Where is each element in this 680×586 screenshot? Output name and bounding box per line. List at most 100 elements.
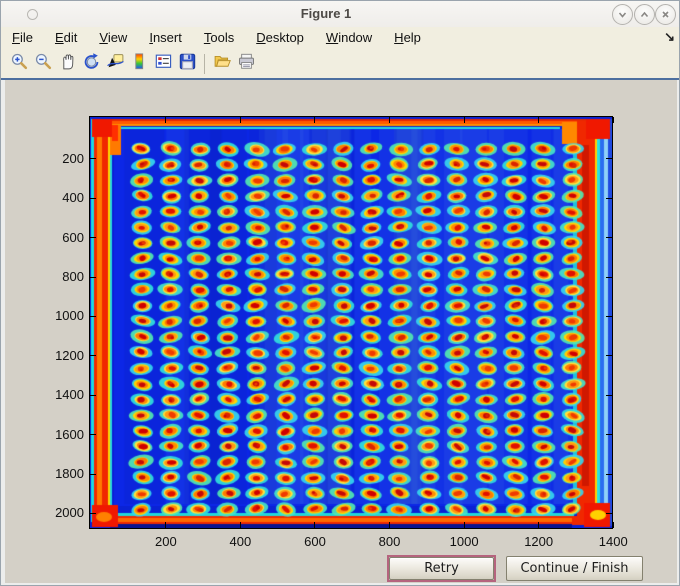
print-figure-icon [237,52,256,76]
chevron-up-icon [639,9,650,20]
y-tick [90,434,96,436]
title-bar: Figure 1 [1,1,679,28]
y-tick [90,473,96,475]
y-tick [90,158,96,160]
menu-item-insert[interactable]: Insert [149,30,182,45]
y-tick-right [606,237,612,239]
dock-arrow-icon: ↘ [664,29,675,44]
y-tick-label: 400 [62,190,84,206]
x-tick-top [239,117,241,123]
menu-item-edit[interactable]: Edit [54,30,78,45]
y-tick [90,512,96,514]
y-tick-right [606,434,612,436]
pan-icon [58,52,77,76]
y-tick-label: 800 [62,269,84,285]
figure-toolbar [1,49,679,78]
toolbar-button-insert-colorbar[interactable] [127,52,151,76]
continue-finish-button[interactable]: Continue / Finish [506,556,643,581]
toolbar-button-data-cursor[interactable] [103,52,127,76]
y-tick-right [606,158,612,160]
y-tick [90,315,96,317]
maximize-button[interactable] [633,4,655,25]
zoom-out-icon [34,52,53,76]
x-tick-label: 1200 [524,534,554,549]
y-tick-label: 600 [62,229,84,245]
open-file-icon [213,52,232,76]
y-tick-right [606,355,612,357]
close-button[interactable] [655,4,676,25]
x-tick-top [389,117,391,123]
x-tick [239,522,241,528]
x-tick-label: 400 [229,534,252,549]
toolbar-button-pan[interactable] [55,52,79,76]
y-tick-label: 1200 [55,347,84,363]
x-tick-label: 1400 [598,534,628,549]
y-tick [90,394,96,396]
menu-bar: File Edit View Insert Tools Desktop Window Help… [1,27,679,50]
toolbar-button-zoom-in[interactable] [7,52,31,76]
retry-button-focus-ring: Retry [387,555,496,582]
x-tick-top [314,117,316,123]
x-tick-label: 200 [155,534,177,549]
toolbar-button-save-figure[interactable] [175,52,199,76]
x-tick-label: 600 [304,534,326,549]
toolbar-button-print-figure[interactable] [234,52,258,76]
minimize-button[interactable] [612,4,633,25]
insert-colorbar-icon [130,52,149,76]
menu-item-view[interactable]: View [99,30,128,45]
window-title: Figure 1 [300,6,352,21]
menu-item-help[interactable]: Help [394,30,421,45]
menu-item-file[interactable]: File [12,30,33,45]
y-tick-label: 200 [62,150,84,166]
window-menu-button[interactable] [27,9,38,20]
toolbar-button-rotate-3d[interactable] [79,52,103,76]
y-tick-right [606,473,612,475]
y-tick-right [606,197,612,199]
y-tick-label: 1000 [55,308,84,324]
x-tick [463,522,465,528]
y-tick [90,237,96,239]
y-tick-label: 1800 [55,466,84,481]
x-tick [389,522,391,528]
x-tick-label: 800 [378,534,401,549]
menu-item-window[interactable]: Window [325,30,373,45]
rotate-3d-icon [82,52,101,76]
zoom-in-icon [10,52,29,76]
save-figure-icon [178,52,197,76]
y-tick-right [606,394,612,396]
toolbar-button-open-file[interactable] [210,52,234,76]
y-tick [90,355,96,357]
dock-figure-button[interactable]: ↘ [664,27,675,49]
x-tick [314,522,316,528]
y-tick-right [606,276,612,278]
retry-button[interactable]: Retry [389,557,494,580]
toolbar-separator-line [1,78,679,80]
chevron-down-icon [617,9,628,20]
x-tick-top [538,117,540,123]
y-tick-label: 1600 [55,426,84,442]
microarray-image[interactable] [90,117,612,528]
x-tick [612,522,614,528]
y-tick-label: 1400 [55,387,84,403]
y-tick-right [606,512,612,514]
toolbar-separator [204,53,205,74]
x-tick-label: 1000 [449,534,479,549]
x-tick [165,522,167,528]
x-tick-top [165,117,167,123]
y-tick [90,197,96,199]
x-tick-top [612,117,614,123]
data-cursor-icon [106,52,125,76]
menu-item-desktop[interactable]: Desktop [256,30,304,45]
toolbar-button-zoom-out[interactable] [31,52,55,76]
menu-item-tools[interactable]: Tools [203,30,235,45]
y-tick-right [606,315,612,317]
toolbar-button-insert-legend[interactable] [151,52,175,76]
insert-legend-icon [154,52,173,76]
menu-items: File Edit View Insert Tools Desktop Window Help [1,27,432,49]
y-tick [90,276,96,278]
close-icon [660,9,671,20]
x-tick [538,522,540,528]
y-tick-label: 2000 [55,505,84,521]
x-tick-top [463,117,465,123]
